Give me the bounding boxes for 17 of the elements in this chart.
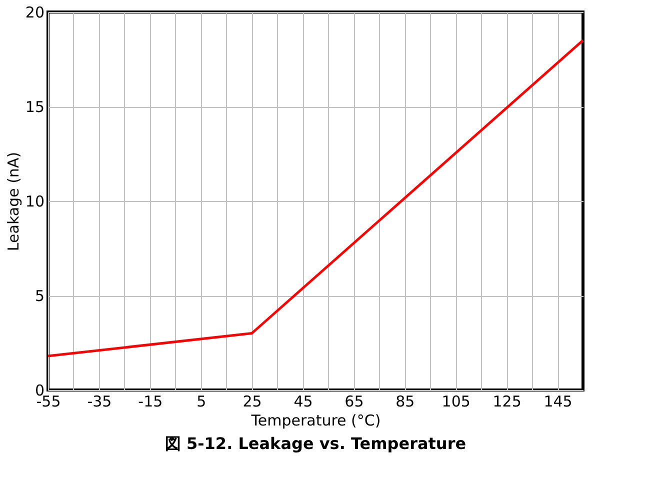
x-tick-label: 145 [544,392,572,410]
y-tick-label: 5 [34,287,44,305]
x-tick-label: 85 [396,392,415,410]
x-tick-label: 105 [442,392,470,410]
y-tick-label: 20 [25,4,44,22]
y-tick-label: 15 [25,98,44,116]
x-axis-title: Temperature (°C) [250,412,381,430]
x-tick-label: 25 [242,392,262,410]
y-axis-title: Leakage (nA) [4,152,22,252]
x-tick-label: 5 [196,392,206,410]
x-tick-label: 125 [492,392,522,410]
x-tick-label: -15 [138,392,163,410]
x-tick-label: 45 [294,392,313,410]
y-tick-label: 10 [25,192,44,210]
x-tick-label: 65 [344,392,364,410]
x-tick-label: -35 [87,392,112,410]
text: 図 5-12. Leakage vs. Temperature [164,434,466,453]
